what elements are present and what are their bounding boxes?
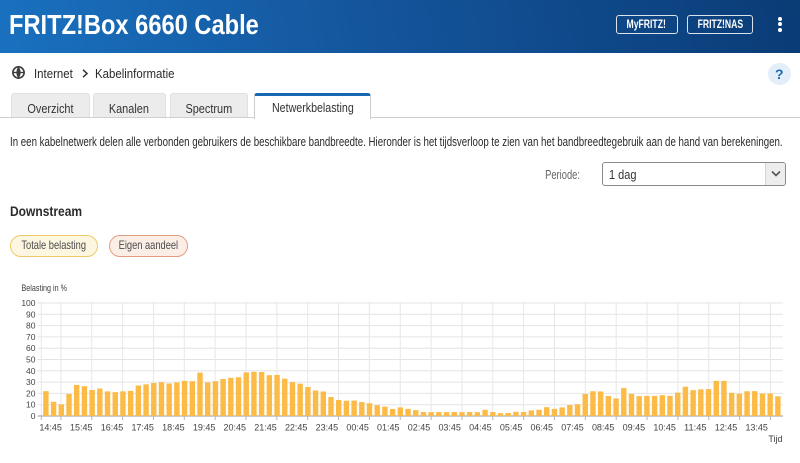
- svg-text:10:45: 10:45: [653, 423, 676, 433]
- svg-text:30: 30: [26, 377, 36, 387]
- svg-text:00:45: 00:45: [346, 423, 369, 433]
- svg-text:20:45: 20:45: [224, 423, 247, 433]
- svg-text:0: 0: [31, 411, 36, 421]
- svg-text:15:45: 15:45: [70, 423, 93, 433]
- svg-text:90: 90: [26, 309, 36, 319]
- svg-text:04:45: 04:45: [469, 423, 492, 433]
- svg-text:03:45: 03:45: [438, 423, 461, 433]
- svg-text:05:45: 05:45: [500, 423, 523, 433]
- svg-text:60: 60: [26, 343, 36, 353]
- svg-text:40: 40: [26, 366, 36, 376]
- svg-text:80: 80: [26, 321, 36, 331]
- svg-text:01:45: 01:45: [377, 423, 400, 433]
- svg-text:20: 20: [26, 388, 36, 398]
- svg-text:11:45: 11:45: [684, 423, 707, 433]
- svg-text:02:45: 02:45: [408, 423, 431, 433]
- svg-text:50: 50: [26, 355, 36, 365]
- svg-text:23:45: 23:45: [316, 423, 339, 433]
- svg-text:100: 100: [21, 298, 35, 308]
- svg-text:22:45: 22:45: [285, 423, 308, 433]
- svg-text:18:45: 18:45: [162, 423, 185, 433]
- svg-text:07:45: 07:45: [561, 423, 584, 433]
- svg-text:70: 70: [26, 332, 36, 342]
- svg-text:16:45: 16:45: [101, 423, 124, 433]
- svg-text:21:45: 21:45: [254, 423, 277, 433]
- svg-text:09:45: 09:45: [623, 423, 646, 433]
- svg-text:Belasting in %: Belasting in %: [22, 283, 68, 294]
- svg-text:06:45: 06:45: [531, 423, 554, 433]
- svg-text:19:45: 19:45: [193, 423, 216, 433]
- svg-text:14:45: 14:45: [39, 423, 62, 433]
- svg-text:10: 10: [26, 400, 36, 410]
- svg-text:12:45: 12:45: [715, 423, 738, 433]
- svg-text:17:45: 17:45: [131, 423, 154, 433]
- svg-text:13:45: 13:45: [745, 423, 768, 433]
- svg-text:08:45: 08:45: [592, 423, 615, 433]
- svg-text:Tijd: Tijd: [768, 434, 782, 444]
